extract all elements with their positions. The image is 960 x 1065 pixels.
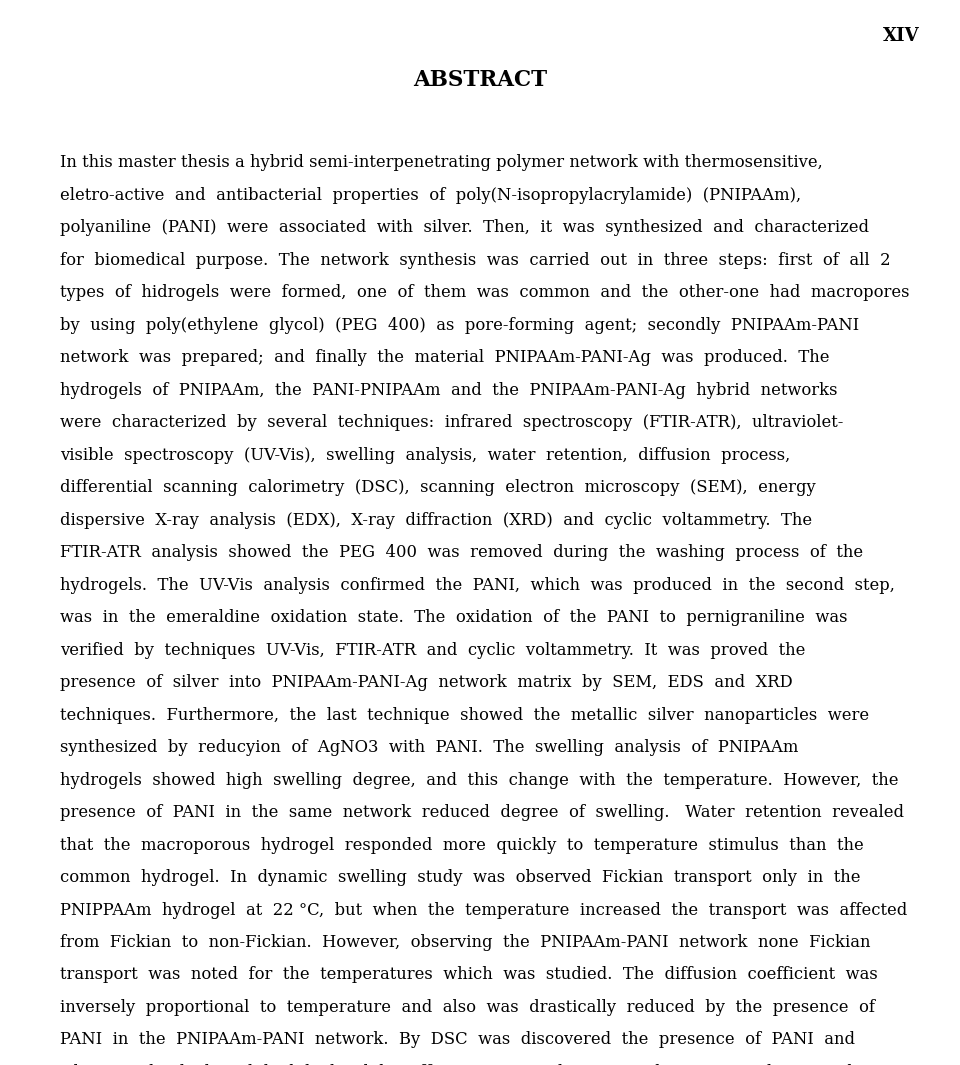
Text: common  hydrogel.  In  dynamic  swelling  study  was  observed  Fickian  transpo: common hydrogel. In dynamic swelling stu…	[60, 869, 861, 886]
Text: hydrogels  of  PNIPAAm,  the  PANI-PNIPAAm  and  the  PNIPAAm-PANI-Ag  hybrid  n: hydrogels of PNIPAAm, the PANI-PNIPAAm a…	[60, 381, 838, 398]
Text: silver  in  the  hydrogel  had  hydrophilic  effect,  as  a  result  LCST  value: silver in the hydrogel had hydrophilic e…	[60, 1064, 868, 1065]
Text: presence  of  silver  into  PNIPAAm-PANI-Ag  network  matrix  by  SEM,  EDS  and: presence of silver into PNIPAAm-PANI-Ag …	[60, 674, 793, 691]
Text: that  the  macroporous  hydrogel  responded  more  quickly  to  temperature  sti: that the macroporous hydrogel responded …	[60, 836, 864, 853]
Text: visible  spectroscopy  (UV-Vis),  swelling  analysis,  water  retention,  diffus: visible spectroscopy (UV-Vis), swelling …	[60, 446, 791, 463]
Text: differential  scanning  calorimetry  (DSC),  scanning  electron  microscopy  (SE: differential scanning calorimetry (DSC),…	[60, 479, 816, 496]
Text: from  Fickian  to  non-Fickian.  However,  observing  the  PNIPAAm-PANI  network: from Fickian to non-Fickian. However, ob…	[60, 934, 871, 951]
Text: inversely  proportional  to  temperature  and  also  was  drastically  reduced  : inversely proportional to temperature an…	[60, 999, 876, 1016]
Text: XIV: XIV	[883, 27, 920, 45]
Text: for  biomedical  purpose.  The  network  synthesis  was  carried  out  in  three: for biomedical purpose. The network synt…	[60, 251, 891, 268]
Text: eletro-active  and  antibacterial  properties  of  poly(N-isopropylacrylamide)  : eletro-active and antibacterial properti…	[60, 187, 802, 203]
Text: PNIPPAAm  hydrogel  at  22 °C,  but  when  the  temperature  increased  the  tra: PNIPPAAm hydrogel at 22 °C, but when the…	[60, 901, 908, 918]
Text: hydrogels.  The  UV-Vis  analysis  confirmed  the  PANI,  which  was  produced  : hydrogels. The UV-Vis analysis confirmed…	[60, 576, 896, 593]
Text: transport  was  noted  for  the  temperatures  which  was  studied.  The  diffus: transport was noted for the temperatures…	[60, 966, 878, 983]
Text: synthesized  by  reducyion  of  AgNO3  with  PANI.  The  swelling  analysis  of : synthesized by reducyion of AgNO3 with P…	[60, 739, 799, 756]
Text: PANI  in  the  PNIPAAm-PANI  network.  By  DSC  was  discovered  the  presence  : PANI in the PNIPAAm-PANI network. By DSC…	[60, 1031, 855, 1048]
Text: network  was  prepared;  and  finally  the  material  PNIPAAm-PANI-Ag  was  prod: network was prepared; and finally the ma…	[60, 349, 830, 366]
Text: FTIR-ATR  analysis  showed  the  PEG  400  was  removed  during  the  washing  p: FTIR-ATR analysis showed the PEG 400 was…	[60, 544, 864, 561]
Text: hydrogels  showed  high  swelling  degree,  and  this  change  with  the  temper: hydrogels showed high swelling degree, a…	[60, 771, 899, 788]
Text: techniques.  Furthermore,  the  last  technique  showed  the  metallic  silver  : techniques. Furthermore, the last techni…	[60, 706, 870, 723]
Text: were  characterized  by  several  techniques:  infrared  spectroscopy  (FTIR-ATR: were characterized by several techniques…	[60, 414, 844, 431]
Text: polyaniline  (PANI)  were  associated  with  silver.  Then,  it  was  synthesize: polyaniline (PANI) were associated with …	[60, 219, 870, 236]
Text: ABSTRACT: ABSTRACT	[413, 69, 547, 92]
Text: dispersive  X-ray  analysis  (EDX),  X-ray  diffraction  (XRD)  and  cyclic  vol: dispersive X-ray analysis (EDX), X-ray d…	[60, 511, 812, 528]
Text: by  using  poly(ethylene  glycol)  (PEG  400)  as  pore-forming  agent;  secondl: by using poly(ethylene glycol) (PEG 400)…	[60, 316, 859, 333]
Text: presence  of  PANI  in  the  same  network  reduced  degree  of  swelling.   Wat: presence of PANI in the same network red…	[60, 804, 904, 821]
Text: verified  by  techniques  UV-Vis,  FTIR-ATR  and  cyclic  voltammetry.  It  was : verified by techniques UV-Vis, FTIR-ATR …	[60, 641, 805, 658]
Text: In this master thesis a hybrid semi-interpenetrating polymer network with thermo: In this master thesis a hybrid semi-inte…	[60, 154, 824, 171]
Text: was  in  the  emeraldine  oxidation  state.  The  oxidation  of  the  PANI  to  : was in the emeraldine oxidation state. T…	[60, 609, 848, 626]
Text: types  of  hidrogels  were  formed,  one  of  them  was  common  and  the  other: types of hidrogels were formed, one of t…	[60, 284, 910, 301]
